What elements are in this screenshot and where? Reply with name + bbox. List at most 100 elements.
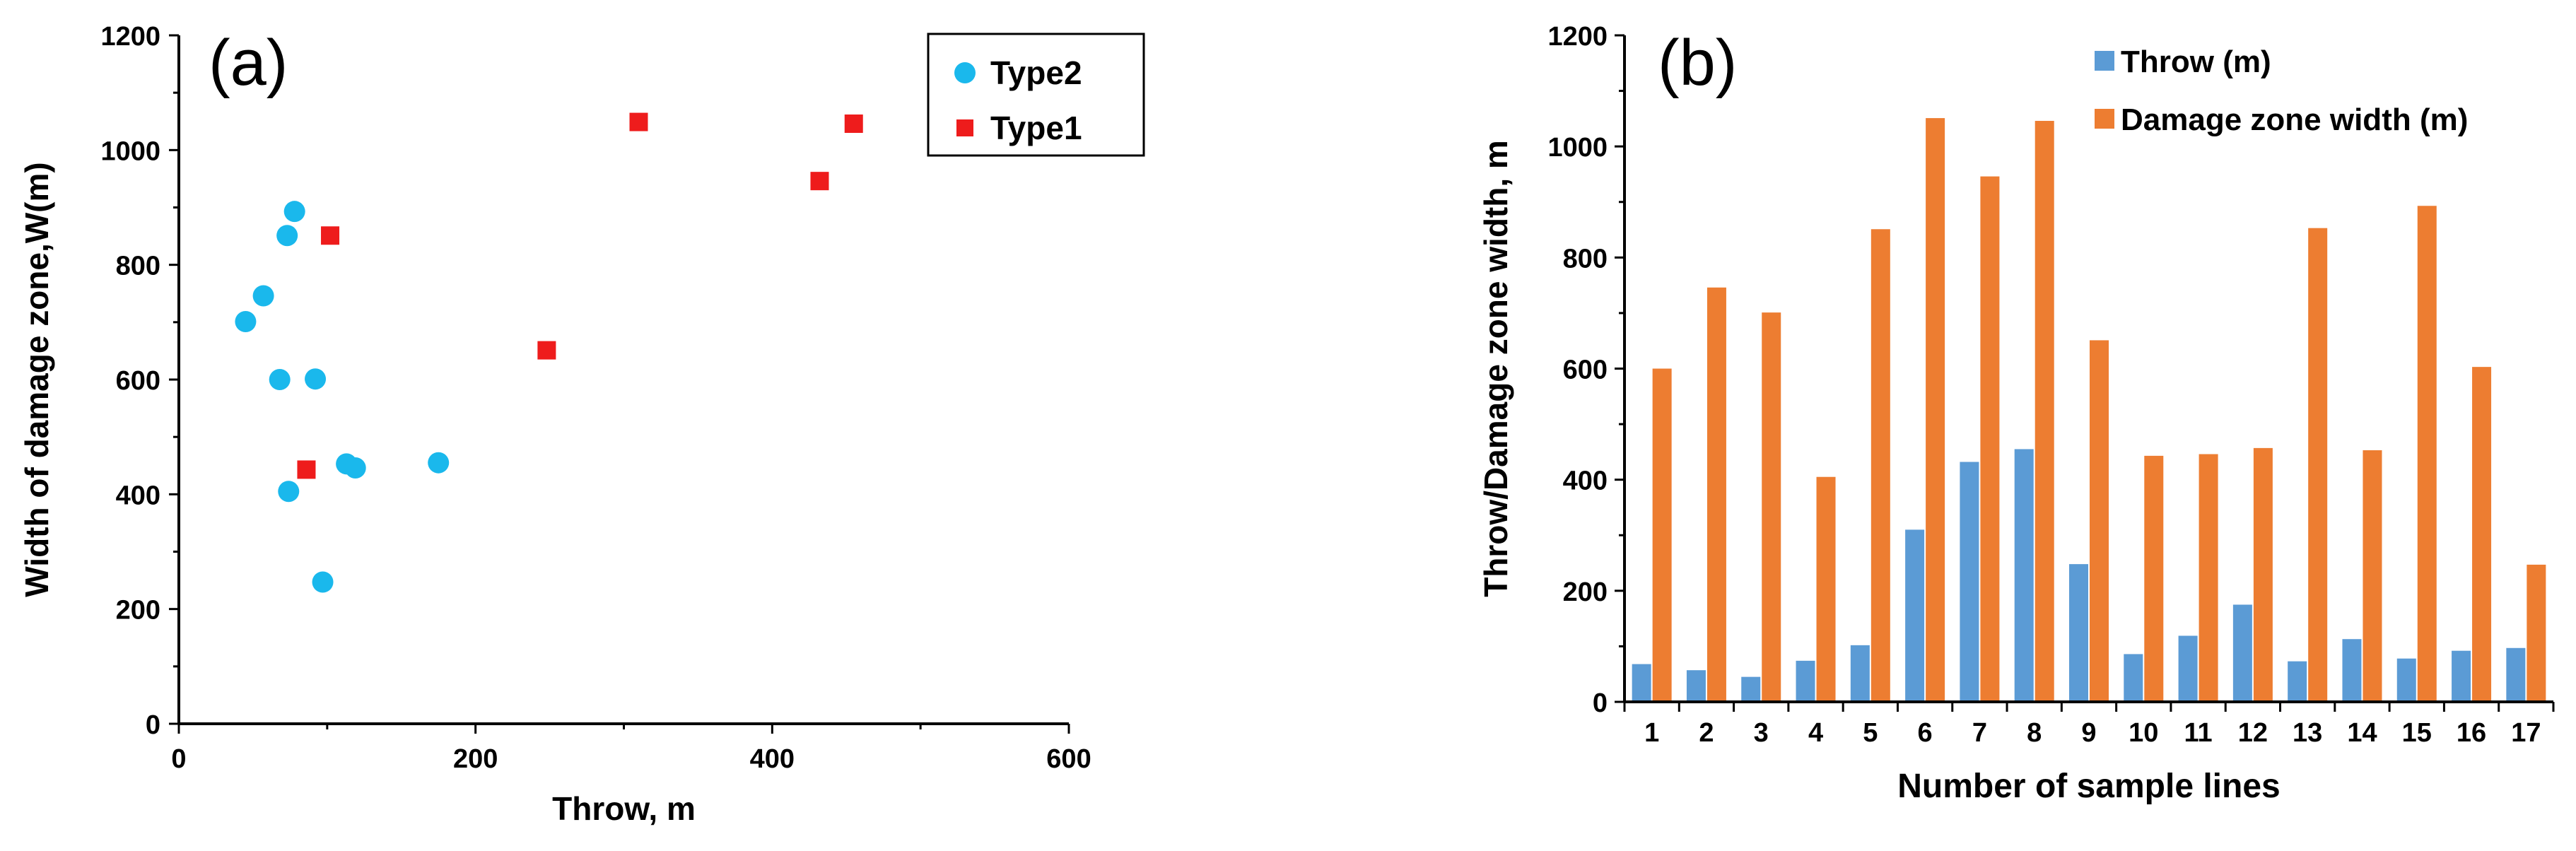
throw-bar xyxy=(2124,654,2143,702)
y-tick-label: 1000 xyxy=(1547,133,1608,163)
throw-bar xyxy=(2506,647,2526,702)
data-point-type2 xyxy=(312,571,334,593)
panel-label: (a) xyxy=(209,27,288,99)
x-axis-title: Throw, m xyxy=(552,790,696,827)
x-tick-label: 200 xyxy=(453,744,498,774)
legend-label-type1: Type1 xyxy=(990,110,1082,146)
data-point-type2 xyxy=(276,225,298,247)
x-axis-title: Number of sample lines xyxy=(1897,768,2280,805)
panel-label: (b) xyxy=(1658,27,1737,99)
data-point-type2 xyxy=(305,368,327,390)
y-tick-label: 600 xyxy=(1563,356,1608,385)
throw-bar xyxy=(2396,658,2416,702)
throw-bar xyxy=(2014,449,2034,702)
throw-bar xyxy=(1905,529,1925,702)
damage-zone-bar xyxy=(1926,118,1945,702)
throw-bar xyxy=(1796,660,1815,702)
data-point-type2 xyxy=(278,481,300,503)
damage-zone-bar xyxy=(1870,229,1890,702)
data-point-type2 xyxy=(283,201,305,223)
throw-bar xyxy=(1686,670,1706,702)
y-tick-label: 1200 xyxy=(1547,22,1608,52)
throw-bar xyxy=(2342,639,2362,702)
damage-zone-bar xyxy=(2090,340,2109,702)
data-point-type1 xyxy=(844,114,863,133)
damage-zone-bar xyxy=(1816,476,1836,702)
legend-marker-type2 xyxy=(954,62,976,83)
x-tick-label: 16 xyxy=(2457,718,2486,748)
legend-swatch xyxy=(2095,51,2114,71)
damage-zone-bar xyxy=(1706,287,1726,703)
data-point-type2 xyxy=(235,311,257,333)
legend-label: Throw (m) xyxy=(2121,45,2271,79)
x-tick-label: 600 xyxy=(1046,744,1091,774)
damage-zone-bar xyxy=(2417,206,2437,702)
y-tick-label: 1200 xyxy=(100,22,160,52)
y-tick-label: 600 xyxy=(116,366,160,396)
y-tick-label: 200 xyxy=(116,596,160,626)
throw-bar xyxy=(1960,462,1979,702)
y-tick-label: 0 xyxy=(1593,688,1608,718)
throw-bar xyxy=(1741,676,1761,702)
damage-zone-bar xyxy=(1652,368,1672,702)
data-point-type1 xyxy=(321,226,340,245)
x-tick-label: 0 xyxy=(171,744,186,774)
x-tick-label: 14 xyxy=(2347,718,2377,748)
damage-zone-bar xyxy=(2472,367,2492,702)
y-tick-label: 0 xyxy=(146,710,160,740)
x-tick-label: 5 xyxy=(1863,718,1878,748)
x-tick-label: 6 xyxy=(1918,718,1933,748)
damage-zone-bar xyxy=(2253,447,2273,702)
damage-zone-bar xyxy=(2144,455,2164,702)
damage-zone-bar xyxy=(1980,176,2000,702)
x-tick-label: 17 xyxy=(2511,718,2541,748)
data-point-type2 xyxy=(344,457,366,479)
x-tick-label: 3 xyxy=(1754,718,1769,748)
throw-bar xyxy=(2452,650,2471,702)
y-tick-label: 800 xyxy=(1563,244,1608,274)
x-tick-label: 4 xyxy=(1808,718,1823,748)
throw-bar xyxy=(1632,664,1651,702)
x-tick-label: 2 xyxy=(1699,718,1714,748)
y-tick-label: 800 xyxy=(116,252,160,281)
data-point-type1 xyxy=(810,172,829,191)
y-tick-label: 200 xyxy=(1563,577,1608,607)
x-tick-label: 11 xyxy=(2184,718,2213,748)
legend-label: Damage zone width (m) xyxy=(2121,102,2468,137)
y-axis-title: Width of damage zone,W(m) xyxy=(18,162,55,597)
data-point-type1 xyxy=(537,341,556,360)
x-tick-label: 1 xyxy=(1644,718,1659,748)
legend-marker-type1 xyxy=(956,119,973,136)
legend-label-type2: Type2 xyxy=(990,54,1082,91)
y-tick-label: 400 xyxy=(116,481,160,510)
damage-zone-bar xyxy=(2035,121,2054,703)
x-tick-label: 9 xyxy=(2081,718,2096,748)
y-tick-label: 1000 xyxy=(100,136,160,166)
data-point-type1 xyxy=(629,112,648,131)
data-point-type2 xyxy=(428,452,450,474)
data-point-type2 xyxy=(252,285,274,307)
throw-bar xyxy=(2288,661,2307,702)
throw-bar xyxy=(1850,645,1870,702)
throw-bar xyxy=(2232,604,2252,702)
x-tick-label: 10 xyxy=(2129,718,2158,748)
damage-zone-bar xyxy=(1762,312,1781,702)
y-tick-label: 400 xyxy=(1563,466,1608,496)
x-tick-label: 400 xyxy=(750,744,795,774)
damage-zone-bar xyxy=(2199,454,2218,702)
damage-zone-bar xyxy=(2527,564,2546,702)
x-tick-label: 8 xyxy=(2027,718,2042,748)
throw-bar xyxy=(2178,635,2198,702)
legend-swatch xyxy=(2095,109,2114,129)
damage-zone-bar xyxy=(2363,450,2382,702)
throw-bar xyxy=(2069,564,2088,702)
damage-zone-bar xyxy=(2308,228,2328,702)
data-point-type1 xyxy=(297,460,316,479)
data-point-type2 xyxy=(269,369,291,390)
scatter-panel: 0 200 400 600 800 1000 1200 0 200 400 600 Throw, m W… xyxy=(18,22,1145,827)
x-tick-label: 12 xyxy=(2238,718,2268,748)
x-tick-label: 7 xyxy=(1972,718,1987,748)
x-tick-label: 15 xyxy=(2402,718,2432,748)
